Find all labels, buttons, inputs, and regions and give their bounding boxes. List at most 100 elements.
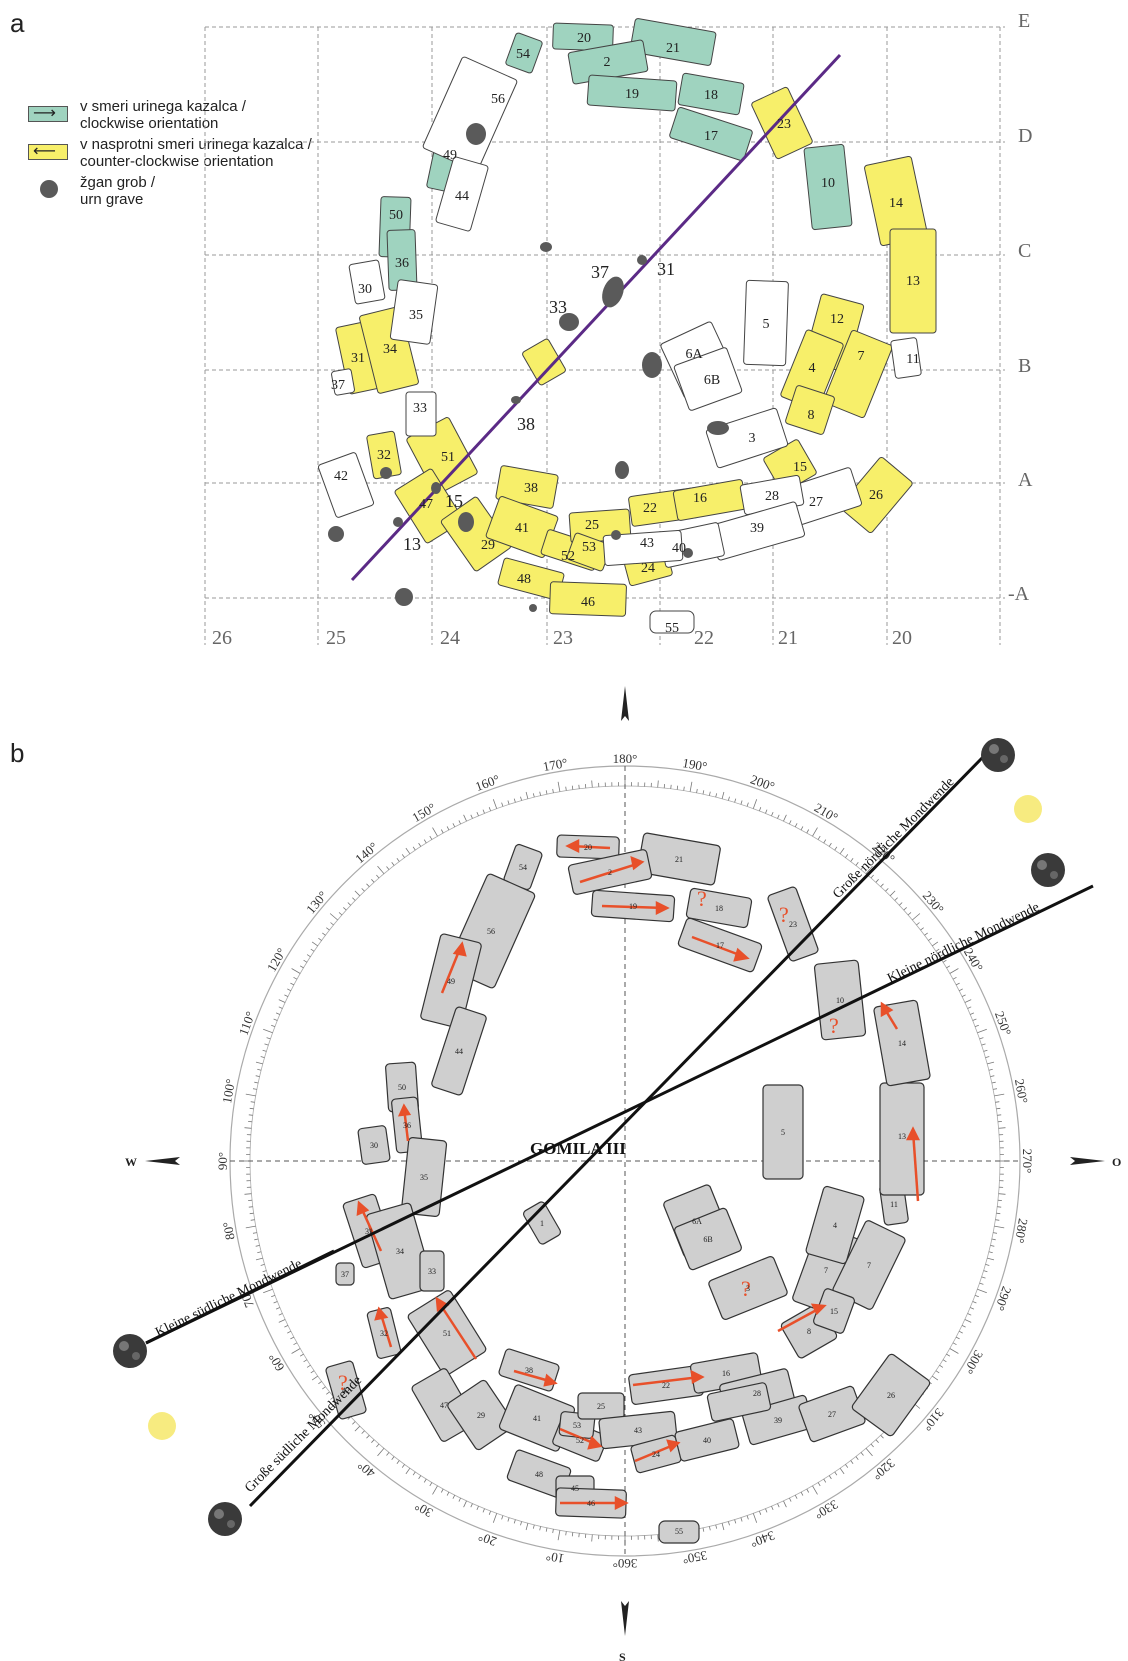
degree-tick	[262, 1049, 267, 1052]
svg-text:2: 2	[604, 55, 611, 70]
svg-text:19: 19	[625, 87, 639, 102]
lunar-lines	[145, 754, 1094, 1508]
moon-icon	[208, 1502, 242, 1536]
svg-text:56: 56	[491, 92, 505, 107]
degree-tick	[366, 883, 370, 887]
degree-tick	[939, 1364, 944, 1368]
degree-tick	[513, 1519, 516, 1524]
degree-tick	[990, 1075, 995, 1077]
column-label: 20	[892, 627, 912, 649]
degree-tick	[520, 1521, 522, 1526]
svg-text:40: 40	[672, 541, 686, 556]
degree-tick	[860, 866, 864, 870]
degree-label: 310°	[920, 1405, 947, 1434]
grave-30	[348, 259, 386, 305]
svg-text:53: 53	[573, 1421, 581, 1430]
grave-46	[549, 581, 627, 617]
degree-tick	[371, 1439, 375, 1443]
svg-text:33: 33	[549, 297, 567, 317]
svg-text:4: 4	[809, 361, 816, 376]
degree-tick	[946, 965, 951, 969]
degree-tick	[974, 1295, 979, 1298]
south-arrow-icon	[621, 1601, 629, 1636]
degree-tick	[994, 1225, 1005, 1229]
degree-tick	[740, 800, 743, 805]
svg-text:20: 20	[577, 31, 591, 46]
degree-tick	[983, 1270, 988, 1273]
degree-tick	[765, 809, 768, 814]
svg-text:38: 38	[525, 1366, 533, 1375]
degree-tick	[899, 902, 903, 906]
degree-tick	[377, 865, 385, 874]
grave-10	[803, 143, 853, 231]
svg-text:16: 16	[693, 491, 707, 506]
degree-tick	[248, 1206, 253, 1208]
svg-text:39: 39	[774, 1416, 782, 1425]
degree-tick	[972, 1301, 977, 1304]
degree-tick	[396, 1460, 400, 1464]
legend-label: v nasprotni smeri urinega kazalca / count…	[80, 136, 312, 170]
urn-dot-icon	[395, 588, 413, 606]
svg-text:3: 3	[749, 431, 756, 446]
degree-tick	[391, 1456, 395, 1460]
grave-35	[389, 279, 439, 345]
degree-tick	[942, 1359, 947, 1363]
svg-text:?: ?	[338, 1370, 348, 1395]
urn-dot-icon	[615, 461, 629, 479]
degree-tick	[806, 829, 810, 834]
grave-44	[435, 156, 489, 232]
degree-tick	[507, 800, 510, 805]
svg-text:22: 22	[662, 1381, 670, 1390]
degree-tick	[532, 1524, 535, 1529]
degree-tick	[998, 1193, 1006, 1195]
svg-text:7: 7	[867, 1261, 871, 1270]
svg-text:17: 17	[716, 941, 724, 950]
degree-tick	[260, 1056, 265, 1058]
degree-tick	[386, 866, 390, 870]
svg-text:23: 23	[789, 920, 797, 929]
grave-42	[317, 452, 375, 518]
degree-tick	[311, 941, 319, 947]
svg-text:36: 36	[395, 256, 409, 271]
grave-26	[839, 456, 913, 534]
degree-tick	[565, 1531, 567, 1536]
degree-tick	[991, 1081, 996, 1084]
degree-tick	[266, 1037, 271, 1040]
degree-tick	[440, 1488, 444, 1493]
svg-text:25: 25	[585, 518, 599, 533]
degree-tick	[777, 1503, 780, 1508]
degree-tick	[985, 1056, 990, 1058]
svg-text:?: ?	[829, 1013, 839, 1038]
degree-tick	[532, 793, 535, 798]
degree-tick	[988, 1251, 993, 1254]
green-swatch: ⟶	[28, 103, 68, 122]
grave-19	[586, 74, 678, 112]
degree-tick	[958, 988, 963, 992]
degree-tick	[789, 820, 792, 825]
degree-tick	[983, 1049, 988, 1052]
degree-tick	[728, 1521, 730, 1526]
svg-text:18: 18	[704, 88, 718, 103]
svg-text:54: 54	[519, 863, 527, 872]
degree-tick	[545, 790, 548, 795]
degree-tick	[916, 922, 920, 926]
degree-tick	[765, 1508, 768, 1513]
svg-text:51: 51	[443, 1329, 451, 1338]
degree-tick	[875, 879, 879, 883]
svg-text:36: 36	[403, 1121, 411, 1130]
degree-tick	[875, 1439, 879, 1443]
grave-3	[705, 407, 789, 469]
svg-text:15: 15	[830, 1307, 838, 1316]
urn-number-labels: 37 31 33 38 15 13	[403, 259, 675, 554]
svg-text:30: 30	[358, 282, 372, 297]
degree-tick	[255, 1061, 263, 1065]
degree-tick	[488, 807, 491, 812]
column-label: 24	[440, 627, 460, 649]
degree-label: 320°	[869, 1456, 898, 1483]
north-arrow-icon	[621, 686, 629, 721]
grave-18	[677, 72, 745, 116]
degree-tick	[275, 1012, 280, 1015]
east-arrow-icon	[1070, 1157, 1105, 1165]
degree-tick	[670, 784, 672, 789]
degree-tick	[371, 879, 375, 883]
